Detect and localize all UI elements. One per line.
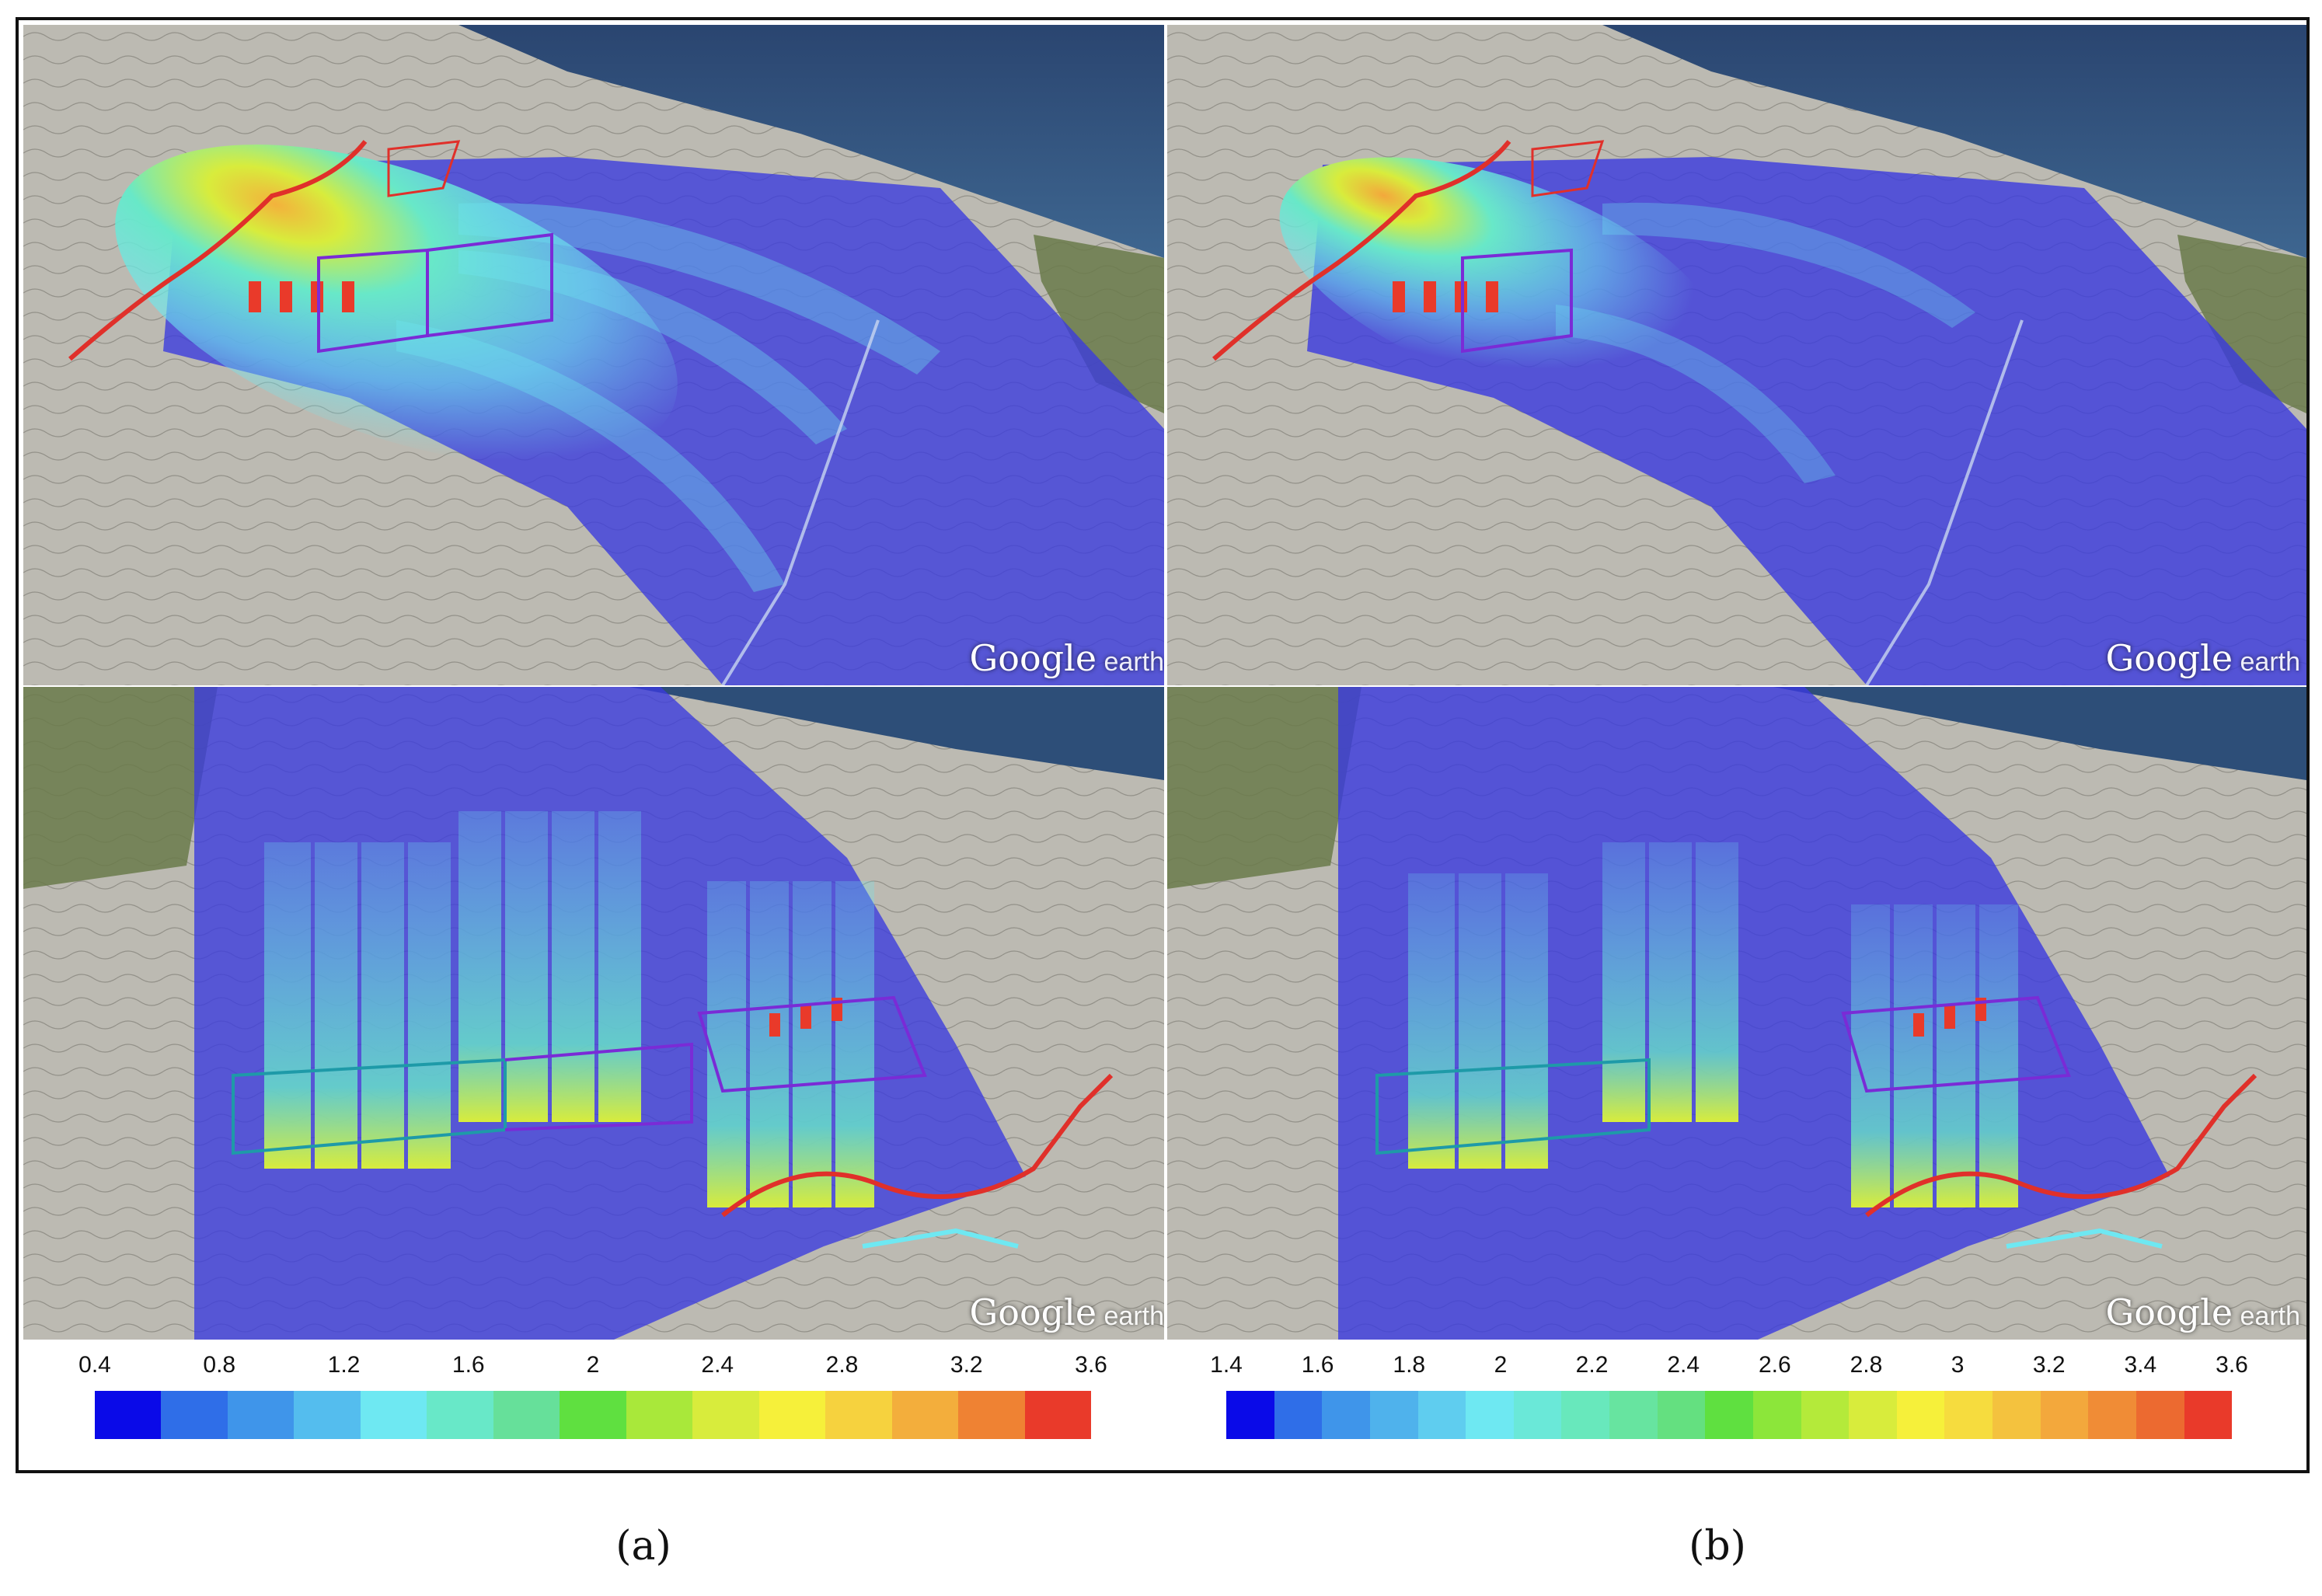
caption-b: (b) <box>1689 1523 1746 1570</box>
color-scale-cell <box>758 1391 826 1439</box>
color-scale-cell <box>626 1391 693 1439</box>
map-panel-b-top: Google earth <box>1167 25 2306 685</box>
color-scale-tick-label: 1.2 <box>327 1352 361 1378</box>
color-scale-tick-label: 2.4 <box>1667 1352 1700 1378</box>
color-scale-cell <box>1322 1391 1370 1439</box>
map-panel-a-bottom: Google earth <box>23 687 1164 1340</box>
google-earth-watermark: Google earth <box>2105 1291 2300 1333</box>
color-scale-cell <box>227 1391 295 1439</box>
color-scale-b-ticks: 1.4 1.6 1.8 2 2.2 2.4 2.6 2.8 3 3.2 3.4 3.6 <box>1210 1352 2248 1383</box>
color-scale-tick-label: 2.4 <box>701 1352 734 1378</box>
color-scale-cell <box>1752 1391 1801 1439</box>
color-scale-cell <box>692 1391 759 1439</box>
color-scale-cell <box>493 1391 560 1439</box>
color-scale-cell <box>1609 1391 1658 1439</box>
color-scale-tick-label: 1.6 <box>452 1352 485 1378</box>
color-scale-cell <box>1369 1391 1418 1439</box>
caption-a: (a) <box>615 1523 671 1570</box>
color-scale-cell <box>1561 1391 1609 1439</box>
color-scale-cell <box>1849 1391 1897 1439</box>
color-scale-a-ticks: 0.4 0.8 1.2 1.6 2 2.4 2.8 3.2 3.6 <box>78 1352 1107 1383</box>
color-scale-tick-label: 2 <box>586 1352 600 1378</box>
color-scale-cell <box>1657 1391 1706 1439</box>
color-scale-cell <box>2135 1391 2184 1439</box>
color-scale-tick-label: 3.6 <box>2216 1352 2248 1378</box>
color-scale-cell <box>1993 1391 2041 1439</box>
color-scale-cell <box>958 1391 1025 1439</box>
color-scale-cell <box>1513 1391 1562 1439</box>
color-scale-b-cells <box>1226 1391 2233 1439</box>
color-scale-cell <box>1466 1391 1514 1439</box>
color-scale-cell <box>1896 1391 1945 1439</box>
google-earth-watermark: Google earth <box>969 637 1164 679</box>
color-scale-cell <box>1417 1391 1466 1439</box>
map-panel-b-bottom: Google earth <box>1167 687 2306 1340</box>
color-scale-cell <box>1274 1391 1323 1439</box>
color-scale-cell <box>161 1391 228 1439</box>
color-scale-tick-label: 2.6 <box>1758 1352 1791 1378</box>
color-scale-tick-label: 2.2 <box>1575 1352 1609 1378</box>
color-scale-tick-label: 3.6 <box>1075 1352 1107 1378</box>
map-panel-a-top: Google earth <box>23 25 1164 685</box>
figure-frame: Google earth <box>16 17 2310 1473</box>
color-scale-tick-label: 0.8 <box>203 1352 236 1378</box>
color-scale-tick-label: 2.8 <box>1850 1352 1883 1378</box>
google-earth-watermark: Google earth <box>2105 637 2300 679</box>
color-scale-b: 1.4 1.6 1.8 2 2.2 2.4 2.6 2.8 3 3.2 3.4 3.6 <box>1210 1352 2248 1445</box>
color-scale-a-cells <box>95 1391 1092 1439</box>
color-scale-cell <box>427 1391 493 1439</box>
color-scale-cell <box>560 1391 626 1439</box>
color-scale-cell <box>1944 1391 1993 1439</box>
color-scale-tick-label: 3.2 <box>2032 1352 2066 1378</box>
google-earth-watermark: Google earth <box>969 1291 1164 1333</box>
color-scale-tick-label: 1.4 <box>1210 1352 1243 1378</box>
color-scale-cell <box>891 1391 959 1439</box>
color-scale-cell <box>294 1391 361 1439</box>
color-scale-cell <box>1801 1391 1850 1439</box>
color-scale-tick-label: 0.4 <box>78 1352 111 1378</box>
color-scale-cell <box>1024 1391 1092 1439</box>
color-scale-cell <box>360 1391 427 1439</box>
color-scale-tick-label: 2 <box>1494 1352 1508 1378</box>
color-scale-cell <box>2088 1391 2136 1439</box>
color-scale-cell <box>2184 1391 2233 1439</box>
color-scale-tick-label: 1.6 <box>1301 1352 1334 1378</box>
color-scale-tick-label: 3.2 <box>950 1352 983 1378</box>
color-scale-cell <box>1705 1391 1753 1439</box>
color-scale-a: 0.4 0.8 1.2 1.6 2 2.4 2.8 3.2 3.6 <box>78 1352 1107 1445</box>
color-scale-cell <box>1226 1391 1274 1439</box>
color-scale-tick-label: 1.8 <box>1393 1352 1426 1378</box>
color-scale-tick-label: 3.4 <box>2124 1352 2157 1378</box>
color-scale-tick-label: 2.8 <box>825 1352 859 1378</box>
color-scale-cell <box>2040 1391 2089 1439</box>
color-scale-cell <box>825 1391 892 1439</box>
color-scale-tick-label: 3 <box>1951 1352 1965 1378</box>
color-scale-cell <box>95 1391 162 1439</box>
